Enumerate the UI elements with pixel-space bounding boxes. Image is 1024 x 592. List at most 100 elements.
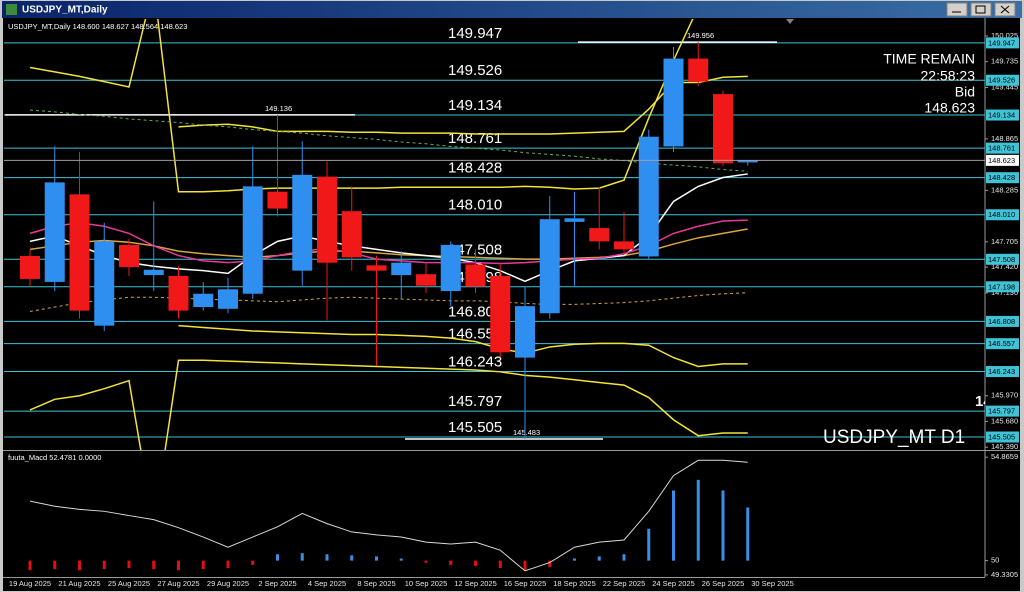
level-tag	[986, 338, 1019, 350]
y-tick-label: 145.390	[991, 442, 1018, 451]
extreme-label: 149.956	[687, 31, 714, 40]
x-tick-label: 30 Sep 2025	[751, 579, 794, 588]
x-tick-label: 12 Sep 2025	[454, 579, 497, 588]
chart-label: USDJPY_MT D1	[823, 427, 965, 448]
candle-body	[490, 275, 511, 353]
level-tag-label: 147.198	[988, 282, 1015, 291]
indicator-line	[29, 359, 748, 450]
level-tag	[986, 253, 1019, 265]
candle-body	[416, 274, 436, 286]
shift-marker	[786, 19, 794, 24]
macd-bar	[78, 560, 81, 571]
indicator-line	[29, 292, 748, 312]
level-tag-label: 149.134	[988, 111, 1015, 120]
candle-body	[193, 293, 214, 308]
minimize-button[interactable]	[946, 2, 968, 17]
macd-bar	[573, 558, 576, 561]
macd-bar	[251, 560, 255, 565]
level-tag	[986, 315, 1019, 327]
macd-bar	[102, 560, 106, 570]
macd-bar	[375, 556, 378, 561]
macd-bar	[449, 560, 453, 565]
x-tick-label: 4 Sep 2025	[308, 579, 346, 588]
macd-bar	[523, 560, 527, 571]
candle-body	[737, 160, 758, 163]
candle-body	[515, 306, 535, 358]
close-glyph	[1000, 5, 1010, 14]
x-tick-label: 21 Aug 2025	[58, 579, 100, 588]
macd-bar	[696, 479, 700, 561]
candle-body	[143, 269, 164, 276]
x-tick-label: 10 Sep 2025	[405, 579, 448, 588]
current-price-tag	[986, 154, 1019, 166]
candle-body	[688, 58, 709, 82]
y-tick-label: 148.865	[991, 134, 1018, 143]
macd-bar	[325, 554, 329, 561]
candle-body	[614, 241, 634, 250]
y-tick-label: 147.130	[991, 288, 1018, 297]
level-tag	[986, 37, 1019, 49]
level-tag-label: 149.947	[988, 38, 1015, 47]
close-value: 148.623	[160, 22, 187, 31]
candle-body	[713, 94, 733, 164]
macd-bar	[300, 553, 304, 561]
symbol: USDJPY_MT,Daily	[8, 22, 71, 31]
candle-body	[663, 58, 684, 147]
level-tag-label: 148.428	[988, 173, 1015, 182]
macd-bar	[647, 528, 651, 561]
y-tick-label: 147.420	[991, 262, 1018, 271]
level-tag	[986, 405, 1019, 417]
level-tag-label: 145.505	[988, 433, 1015, 442]
candle-body	[564, 218, 585, 222]
macd-bar	[201, 560, 205, 570]
level-tag-label: 146.243	[988, 367, 1015, 376]
x-tick-label: 19 Aug 2025	[9, 579, 51, 588]
x-tick-label: 29 Aug 2025	[207, 579, 249, 588]
x-tick-label: 25 Aug 2025	[108, 579, 150, 588]
candle-body	[267, 191, 288, 209]
candle-body	[119, 244, 139, 268]
extreme-label: 145.483	[513, 428, 540, 437]
macd-bar	[474, 560, 477, 566]
level-tag	[986, 431, 1019, 443]
x-tick-label: 8 Sep 2025	[357, 579, 395, 588]
x-tick-label: 22 Sep 2025	[603, 579, 646, 588]
macd-bar	[226, 560, 230, 569]
y-tick-label: 148.285	[991, 185, 1018, 194]
open-value: 148.600	[73, 22, 100, 31]
clipped-label: 14	[975, 393, 992, 410]
macd-bar	[721, 490, 725, 561]
time-remain-label: TIME REMAIN	[883, 51, 975, 67]
level-tag	[986, 74, 1019, 86]
candle-body	[341, 211, 362, 258]
level-label: 145.505	[448, 419, 502, 436]
candle-body	[589, 228, 610, 242]
candle-body	[168, 275, 189, 311]
maximize-glyph	[975, 5, 986, 14]
candle-body	[44, 182, 65, 282]
x-tick-label: 2 Sep 2025	[258, 579, 296, 588]
candle-body	[366, 265, 387, 271]
candle-body	[242, 186, 263, 294]
macd-bar	[597, 556, 601, 561]
y-tick-label: 149.735	[991, 57, 1018, 66]
level-label: 148.428	[448, 160, 502, 177]
level-tag-label: 145.797	[988, 407, 1015, 416]
macd-bar	[53, 560, 57, 570]
maximize-button[interactable]	[970, 2, 992, 17]
macd-bar	[424, 560, 428, 563]
level-label: 146.557	[448, 326, 502, 343]
time-remain-value: 22:58:23	[921, 68, 976, 84]
macd-bar	[548, 560, 552, 568]
y-tick-label: 150.025	[991, 31, 1018, 40]
level-label: 146.808	[448, 303, 502, 320]
bid-label: Bid	[955, 84, 975, 100]
indicator-line	[29, 228, 748, 260]
high-value: 148.627	[102, 22, 129, 31]
macd-bar	[622, 554, 626, 561]
level-tag	[986, 209, 1019, 221]
symbol-header: USDJPY_MT,Daily 148.600 148.627 148.564 …	[8, 22, 187, 31]
indicator-line	[178, 324, 748, 368]
